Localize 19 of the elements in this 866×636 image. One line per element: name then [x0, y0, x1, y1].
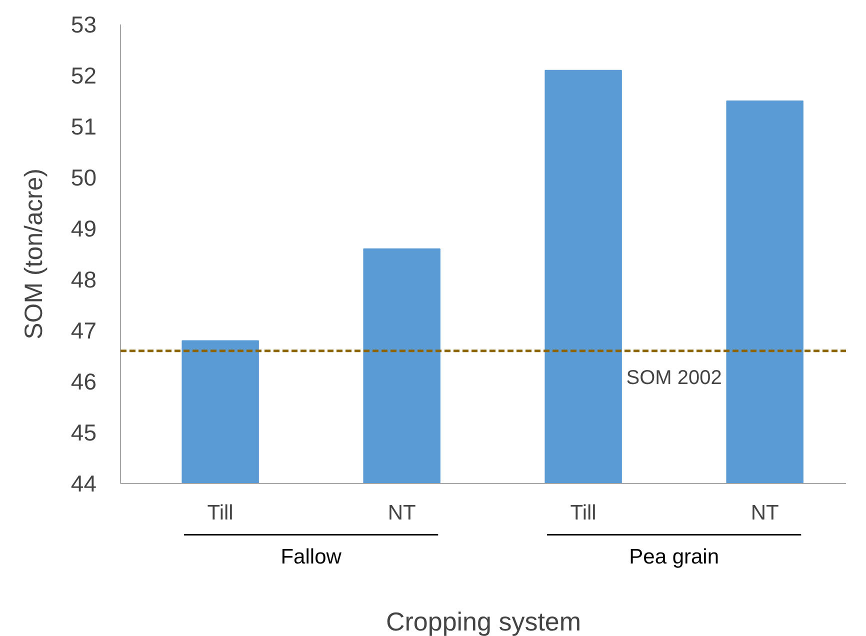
text: Pea grain	[629, 546, 720, 568]
x-tick-label: NT	[750, 502, 779, 524]
x-tick-label: Till	[570, 502, 596, 524]
y-tick-label: 48	[70, 266, 97, 292]
x-axis-title: Cropping system	[386, 606, 582, 636]
y-tick-label: 51	[70, 114, 97, 140]
y-tick-label: 46	[70, 368, 97, 394]
y-tick-label: 49	[70, 216, 97, 242]
text: Fallow	[280, 546, 342, 568]
y-tick-label: 53	[70, 12, 97, 38]
x-tick-label: Till	[207, 502, 234, 524]
y-tick-label: 47	[70, 318, 97, 344]
ref-line-label: SOM 2002	[626, 366, 722, 389]
y-tick-label: 52	[70, 62, 97, 88]
y-tick-label: 45	[70, 420, 97, 446]
y-axis-title: SOM (ton/acre)	[20, 168, 48, 340]
y-tick-label: 50	[70, 164, 97, 190]
x-tick-label: NT	[388, 502, 416, 524]
y-tick-label: 44	[70, 470, 97, 496]
